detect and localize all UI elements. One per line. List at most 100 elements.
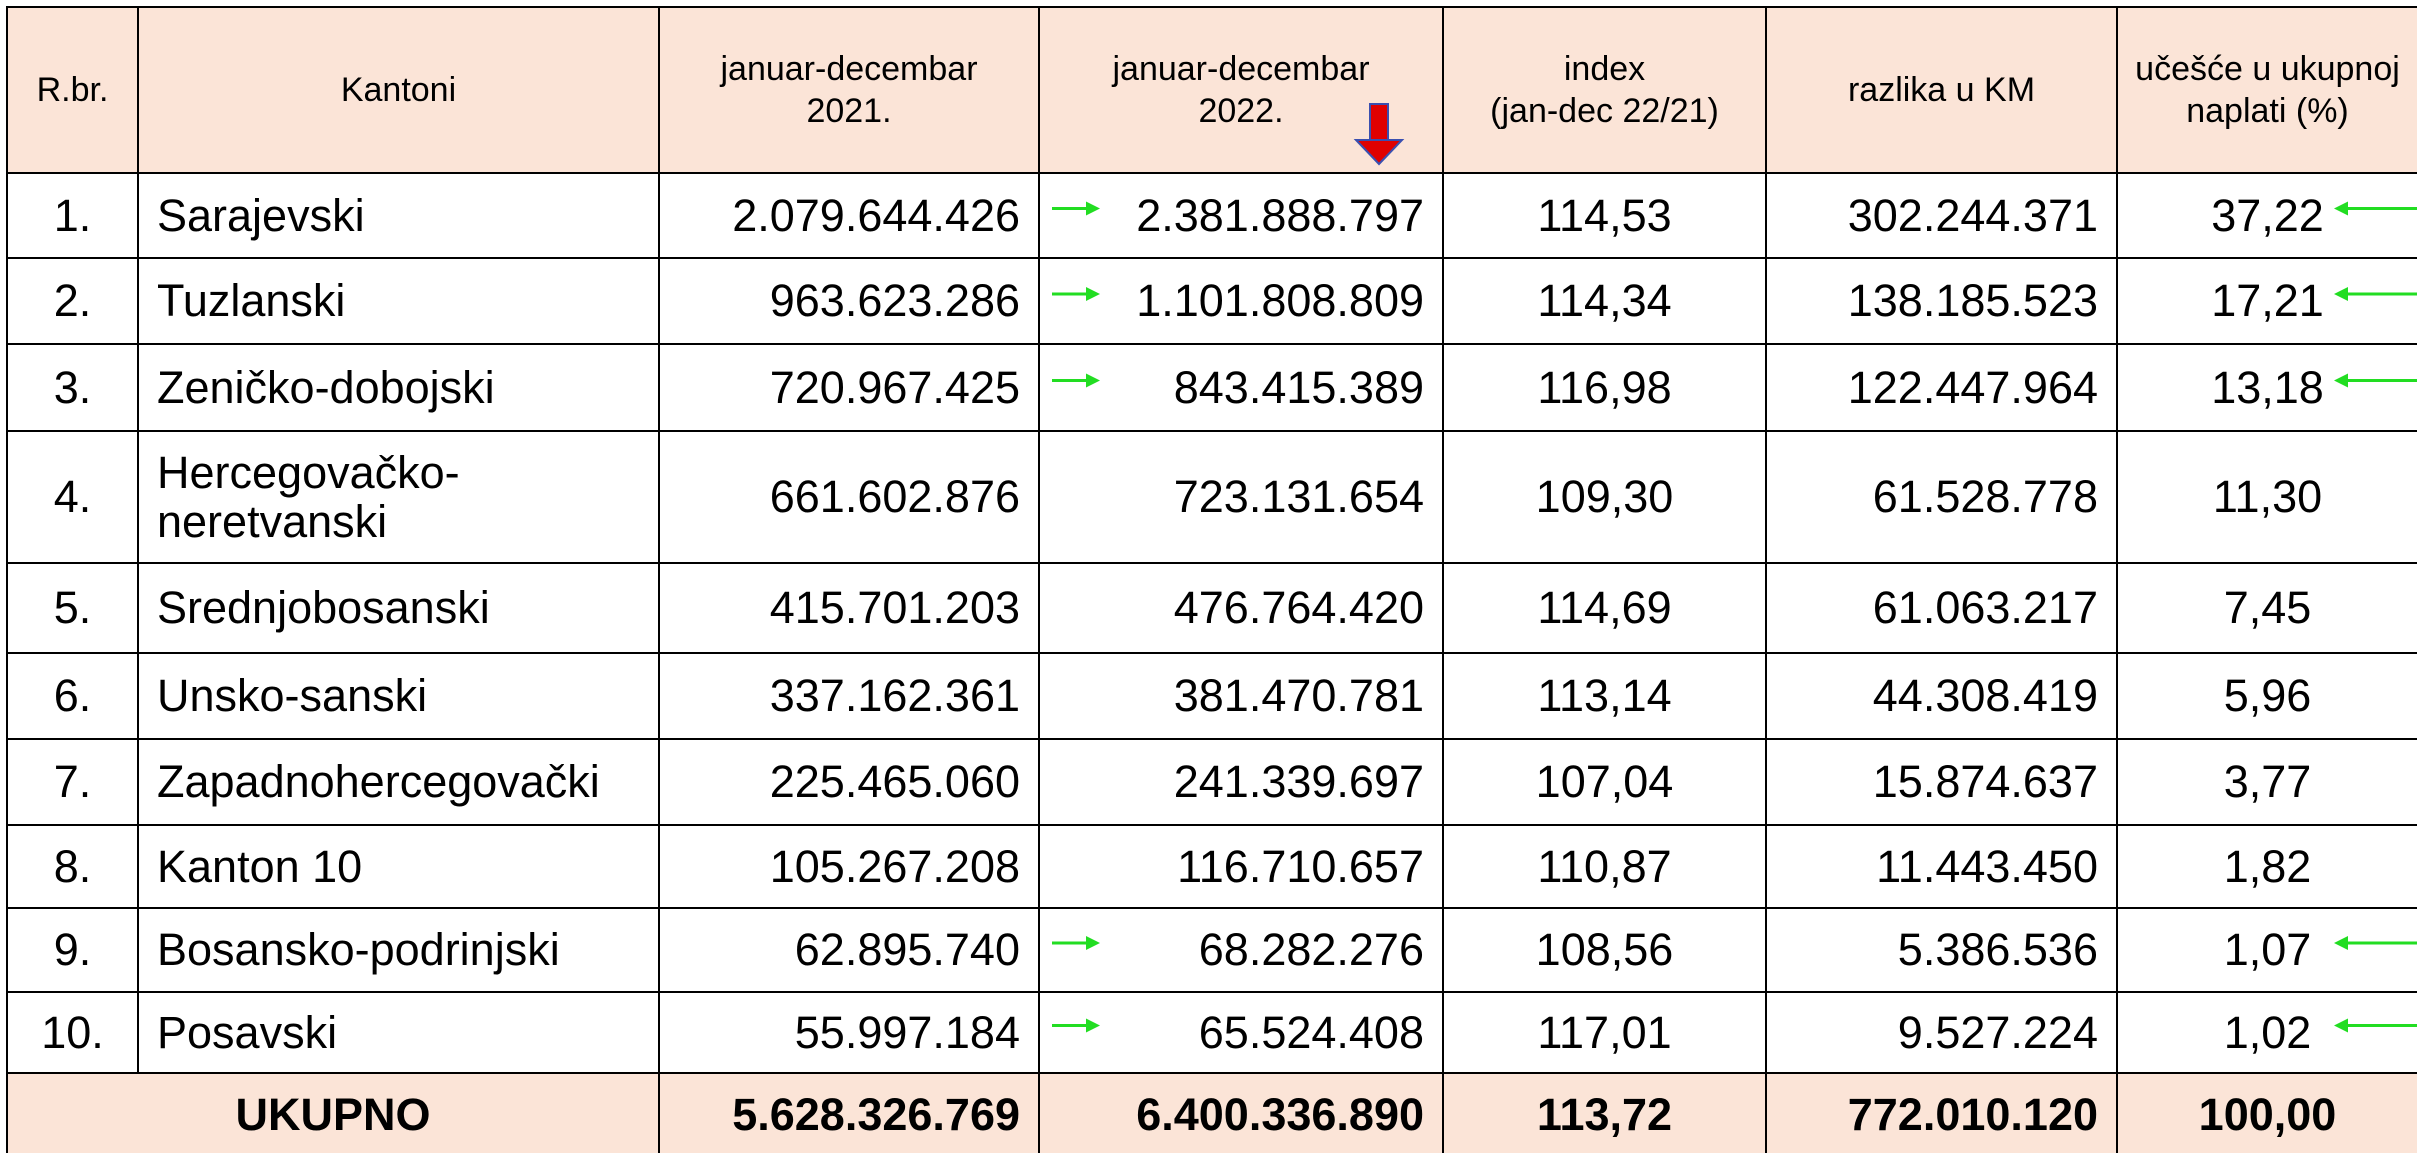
cell-text: 381.470.781	[1173, 670, 1424, 721]
body-cell: 302.244.371	[1767, 174, 2118, 259]
cell-text: razlika u KM	[1847, 70, 2036, 109]
cell-text: 117,01	[1537, 1006, 1672, 1058]
cell-text: 105.267.208	[769, 840, 1020, 892]
cell-text: 108,56	[1535, 924, 1674, 975]
cell-text: 3.	[53, 361, 92, 413]
body-cell: 55.997.184	[660, 993, 1040, 1074]
cell-text: 116.710.657	[1177, 840, 1424, 892]
cell-text: 415.701.203	[769, 582, 1020, 633]
body-cell: 2.	[8, 259, 139, 345]
body-cell: 7,45	[2118, 564, 2417, 654]
body-cell: 720.967.425	[660, 345, 1040, 432]
body-cell: 3.	[8, 345, 139, 432]
body-cell: 661.602.876	[660, 432, 1040, 564]
cell-text: 37,22	[2211, 189, 2324, 241]
cell-text: UKUPNO	[235, 1088, 431, 1140]
cell-text: Bosansko-podrinjski	[157, 924, 560, 976]
body-cell: 114,69	[1444, 564, 1767, 654]
cell-text: 4.	[53, 471, 92, 522]
body-cell: 7.	[8, 740, 139, 826]
cell-text: Tuzlanski	[157, 275, 346, 327]
cell-text: 68.282.276	[1198, 924, 1424, 975]
body-cell: 843.415.389	[1040, 345, 1444, 432]
body-cell: 62.895.740	[660, 909, 1040, 993]
cell-text: 8.	[53, 840, 92, 892]
body-cell: 108,56	[1444, 909, 1767, 993]
body-cell: 10.	[8, 993, 139, 1074]
cell-text: 13,18	[2211, 361, 2324, 413]
cell-text: 1,07	[2223, 924, 2312, 975]
cell-text: 110,87	[1537, 840, 1672, 892]
body-cell: 963.623.286	[660, 259, 1040, 345]
body-cell: 9.527.224	[1767, 993, 2118, 1074]
body-cell: Sarajevski	[139, 174, 660, 259]
cell-text: Sarajevski	[157, 189, 365, 241]
body-cell: 476.764.420	[1040, 564, 1444, 654]
cell-text: 116,98	[1537, 361, 1672, 413]
body-cell: 337.162.361	[660, 654, 1040, 740]
cell-text: Unsko-sanski	[157, 670, 428, 722]
total-cell: 5.628.326.769	[660, 1074, 1040, 1153]
cell-text: 114,34	[1537, 275, 1672, 326]
body-cell: 11,30	[2118, 432, 2417, 564]
cell-text: 107,04	[1535, 756, 1674, 807]
body-cell: Tuzlanski	[139, 259, 660, 345]
cell-text: 114,69	[1537, 582, 1672, 633]
body-cell: 1,02	[2118, 993, 2417, 1074]
body-cell: 241.339.697	[1040, 740, 1444, 826]
cell-text: Zeničko-dobojski	[157, 361, 495, 413]
body-cell: 9.	[8, 909, 139, 993]
header-cell: index (jan-dec 22/21)	[1444, 8, 1767, 174]
body-cell: 61.063.217	[1767, 564, 2118, 654]
body-cell: 17,21	[2118, 259, 2417, 345]
body-cell: 116.710.657	[1040, 826, 1444, 909]
cell-text: 7,45	[2223, 582, 2312, 633]
cell-text: 5.	[53, 582, 92, 633]
body-cell: 3,77	[2118, 740, 2417, 826]
body-cell: 110,87	[1444, 826, 1767, 909]
cell-text: 1.101.808.809	[1136, 275, 1424, 326]
body-cell: 113,14	[1444, 654, 1767, 740]
cell-text: 113,72	[1536, 1088, 1673, 1140]
cell-text: 476.764.420	[1173, 582, 1424, 633]
header-cell: R.br.	[8, 8, 139, 174]
cell-text: učešće u ukupnoj naplati (%)	[2135, 49, 2400, 131]
body-cell: 37,22	[2118, 174, 2417, 259]
cell-text: 17,21	[2211, 275, 2324, 326]
body-cell: 44.308.419	[1767, 654, 2118, 740]
cell-text: 1,82	[2223, 840, 2312, 892]
body-cell: 1,07	[2118, 909, 2417, 993]
body-cell: 225.465.060	[660, 740, 1040, 826]
cell-text: 109,30	[1535, 471, 1674, 522]
total-cell: 6.400.336.890	[1040, 1074, 1444, 1153]
cell-text: 7.	[53, 756, 92, 807]
total-cell: UKUPNO	[8, 1074, 660, 1153]
cell-text: 5.628.326.769	[732, 1088, 1020, 1140]
cell-text: 337.162.361	[769, 670, 1020, 721]
body-cell: Zeničko-dobojski	[139, 345, 660, 432]
cell-text: 11.443.450	[1876, 840, 2098, 892]
body-cell: 381.470.781	[1040, 654, 1444, 740]
total-cell: 772.010.120	[1767, 1074, 2118, 1153]
cell-text: Zapadnohercegovački	[157, 756, 600, 808]
body-cell: Zapadnohercegovački	[139, 740, 660, 826]
cell-text: 15.874.637	[1872, 756, 2098, 807]
body-cell: 4.	[8, 432, 139, 564]
body-cell: 13,18	[2118, 345, 2417, 432]
cell-text: 1,02	[2223, 1006, 2312, 1058]
cell-text: 963.623.286	[769, 275, 1020, 326]
cell-text: januar-decembar 2022.	[1112, 49, 1370, 131]
cell-text: 723.131.654	[1173, 471, 1424, 522]
cell-text: 2.079.644.426	[732, 189, 1020, 241]
body-cell: Posavski	[139, 993, 660, 1074]
cell-text: 61.528.778	[1872, 471, 2098, 522]
body-cell: 116,98	[1444, 345, 1767, 432]
cell-text: 65.524.408	[1198, 1006, 1424, 1058]
total-cell: 100,00	[2118, 1074, 2417, 1153]
cell-text: 720.967.425	[769, 361, 1020, 413]
body-cell: 723.131.654	[1040, 432, 1444, 564]
cell-text: 1.	[53, 189, 92, 241]
body-cell: 2.381.888.797	[1040, 174, 1444, 259]
body-cell: 5.	[8, 564, 139, 654]
